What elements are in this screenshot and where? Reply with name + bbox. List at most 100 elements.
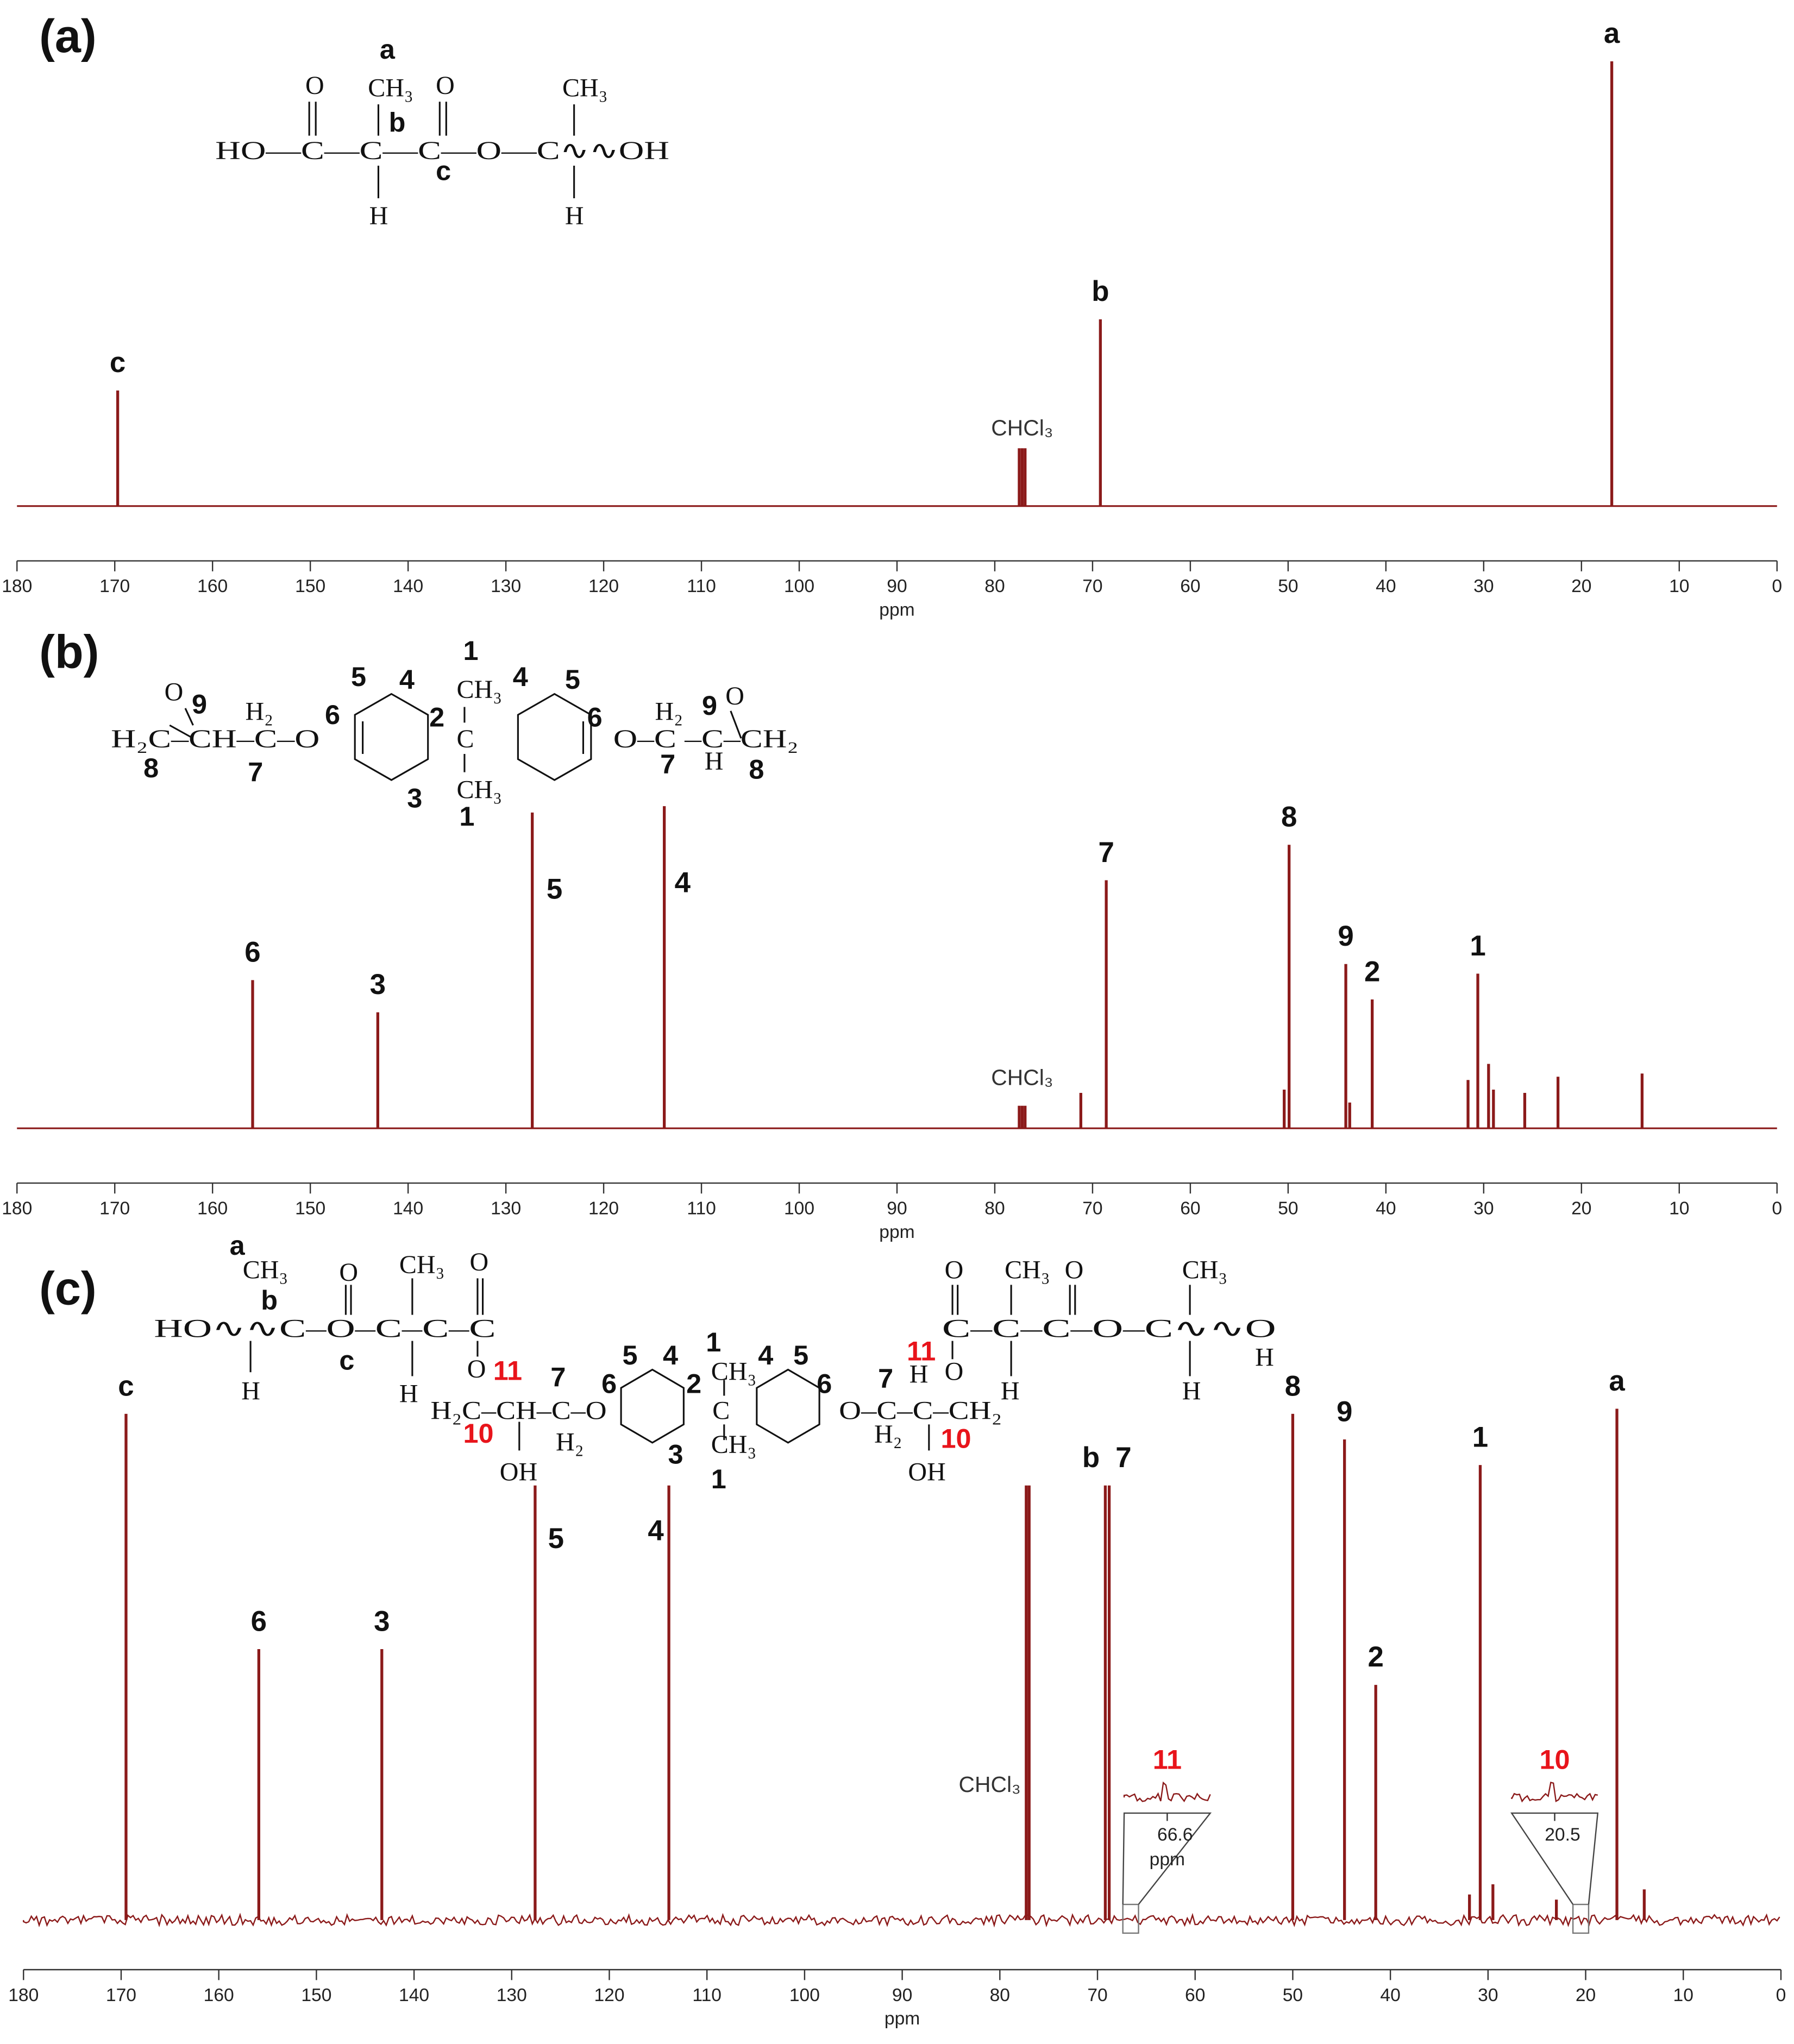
peak-label: 3	[374, 1605, 390, 1637]
structure-label: 3	[668, 1438, 683, 1469]
inset-box	[1572, 1903, 1590, 1934]
structure-label: 4	[399, 664, 415, 695]
structure-label: HO—C—C—C—O—C∿∿OH	[215, 136, 669, 165]
x-tick-label: 20	[1571, 576, 1591, 596]
x-tick-label: 70	[1082, 1199, 1102, 1219]
structure-label: 7	[878, 1363, 893, 1394]
x-tick-label: 50	[1278, 576, 1298, 596]
peak-label: 6	[244, 936, 260, 968]
inset-trace	[1511, 1782, 1598, 1803]
structure-label: 6	[587, 702, 603, 733]
x-tick-label: 130	[491, 1199, 521, 1219]
x-tick-label: 30	[1478, 1985, 1498, 2005]
structure-label: 11	[493, 1355, 522, 1386]
structure-label: 6	[325, 699, 340, 730]
x-tick-label: 140	[399, 1985, 429, 2005]
structure-label: H	[705, 747, 724, 776]
structure-label: OH	[500, 1458, 537, 1487]
structure-label: H	[1182, 1377, 1201, 1406]
x-tick-label: 130	[491, 576, 521, 596]
x-tick-label: 0	[1772, 1199, 1782, 1219]
x-tick-label: 10	[1669, 576, 1689, 596]
structure-label: CH₃	[562, 74, 607, 103]
peak-label: a	[1604, 17, 1620, 49]
inset-box	[1122, 1903, 1139, 1934]
structure-label: H	[1001, 1377, 1020, 1406]
x-tick-label: 90	[892, 1985, 912, 2005]
structure-label: 1	[706, 1326, 721, 1357]
panel-label: (b)	[39, 626, 99, 678]
structure-label: O	[165, 678, 184, 707]
x-tick-label: 110	[687, 1199, 716, 1219]
structure-label: H	[369, 202, 388, 230]
x-tick-label: 60	[1180, 1199, 1200, 1219]
structure-label: 9	[702, 690, 717, 721]
x-tick-label: 30	[1473, 576, 1494, 596]
structure-label: O	[470, 1248, 489, 1276]
peak-label: 6	[251, 1605, 267, 1637]
x-axis-label: ppm	[879, 600, 914, 620]
structure-label: CH₃	[711, 1430, 756, 1459]
peak-label: b	[1092, 275, 1109, 307]
x-tick-label: 120	[588, 576, 619, 596]
x-tick-label: 150	[295, 1199, 325, 1219]
structure-label: 5	[565, 664, 580, 695]
structure-label: b	[261, 1285, 278, 1316]
x-tick-label: 180	[2, 1199, 32, 1219]
structure-label: O–C–C–CH₂	[839, 1397, 1002, 1425]
x-tick-label: 180	[8, 1985, 39, 2005]
peak-label: 1	[1472, 1421, 1488, 1453]
structure-label: H	[241, 1377, 260, 1406]
structure-label: 6	[601, 1368, 617, 1399]
structure-label: 7	[550, 1362, 566, 1393]
x-tick-label: 180	[2, 576, 32, 596]
structure-label: CH₃	[711, 1357, 756, 1386]
structure-label: CH₃	[399, 1250, 444, 1279]
structure-label: H	[1255, 1343, 1274, 1372]
structure-label: O	[725, 682, 744, 710]
x-tick-label: 60	[1180, 576, 1200, 596]
structure-label: 1	[459, 801, 474, 832]
x-tick-label: 160	[204, 1985, 234, 2005]
x-tick-label: 170	[99, 576, 130, 596]
peak-label: 2	[1368, 1641, 1383, 1673]
baseline	[23, 1913, 1780, 1928]
peak-label: 7	[1115, 1442, 1131, 1474]
peak-label: 8	[1285, 1370, 1301, 1402]
structure-label: 2	[429, 702, 444, 733]
structure-label: 8	[749, 754, 764, 785]
x-tick-label: 100	[784, 576, 814, 596]
structure-label: H₂	[556, 1427, 584, 1456]
x-tick-label: 90	[887, 1199, 907, 1219]
peak-label: 3	[370, 968, 386, 1001]
structure-label: a	[380, 34, 396, 65]
structure-label: 7	[248, 756, 263, 787]
structure-label: 6	[817, 1368, 832, 1399]
structure-label: 4	[513, 661, 528, 692]
structure-label: H	[565, 202, 584, 230]
x-tick-label: 0	[1776, 1985, 1786, 2005]
structure-label: CH₃	[1005, 1255, 1050, 1284]
peak-label: 5	[548, 1523, 564, 1555]
inset-label: 10	[1539, 1744, 1570, 1775]
x-tick-label: 100	[789, 1985, 820, 2005]
structure-label: O	[945, 1255, 964, 1284]
peak-label: CHCl₃	[991, 415, 1053, 440]
x-tick-label: 150	[295, 576, 325, 596]
x-tick-label: 90	[887, 576, 907, 596]
structure-label: H₂	[874, 1420, 902, 1449]
x-tick-label: 50	[1283, 1985, 1303, 2005]
peak-label: CHCl₃	[991, 1065, 1053, 1090]
x-axis-label: ppm	[879, 1222, 914, 1242]
structure-label: C–C–C–O–C∿∿O	[942, 1314, 1276, 1343]
x-tick-label: 10	[1669, 1199, 1689, 1219]
structure-label: c	[436, 155, 451, 186]
structure-label: 5	[793, 1339, 808, 1370]
x-tick-label: 80	[984, 1199, 1005, 1219]
structure-label: 9	[192, 689, 207, 720]
inset-label: 11	[1153, 1744, 1182, 1775]
structure-label: O–C –C–CH₂	[613, 725, 799, 753]
x-tick-label: 20	[1576, 1985, 1596, 2005]
structure-label: 10	[940, 1423, 971, 1454]
